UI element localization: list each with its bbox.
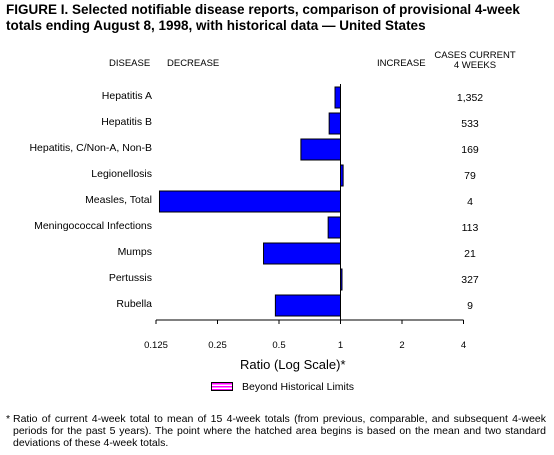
header-cases: CASES CURRENT 4 WEEKS <box>425 51 525 71</box>
disease-label: Meningococcal Infections <box>34 220 152 232</box>
bar <box>263 242 341 265</box>
footnote-text: Ratio of current 4-week total to mean of… <box>13 413 546 449</box>
disease-label: Rubella <box>116 298 152 310</box>
bar <box>300 138 341 161</box>
x-tick-label: 0.125 <box>144 340 168 351</box>
disease-label: Hepatitis, C/Non-A, Non-B <box>29 142 152 154</box>
header-disease: DISEASE <box>109 58 151 69</box>
footnote-mark: * <box>6 413 11 425</box>
case-count: 533 <box>461 118 479 130</box>
header-increase: INCREASE <box>377 58 426 69</box>
x-tick-label: 2 <box>399 340 404 351</box>
bar <box>334 86 342 109</box>
x-axis-label: Ratio (Log Scale)* <box>240 357 346 372</box>
bar <box>327 216 341 239</box>
case-count: 9 <box>467 300 473 312</box>
case-count: 113 <box>461 222 479 234</box>
x-tick-label: 0.25 <box>208 340 227 351</box>
header-cases-line1: CASES CURRENT <box>434 50 516 61</box>
case-count: 79 <box>464 170 476 182</box>
disease-label: Mumps <box>117 246 152 258</box>
disease-label: Hepatitis A <box>101 90 152 102</box>
case-count: 169 <box>461 144 479 156</box>
disease-label: Hepatitis B <box>101 116 152 128</box>
x-tick-label: 4 <box>461 340 466 351</box>
legend-label: Beyond Historical Limits <box>242 381 355 393</box>
x-tick-label: 0.5 <box>272 340 285 351</box>
chart-title: FIGURE I. Selected notifiable disease re… <box>6 2 520 33</box>
case-count: 4 <box>467 196 473 208</box>
disease-label: Pertussis <box>108 272 152 284</box>
header-cases-line2: 4 WEEKS <box>453 60 497 71</box>
case-count: 327 <box>461 274 479 286</box>
case-count: 1,352 <box>456 92 484 104</box>
disease-label: Legionellosis <box>91 168 152 180</box>
footnote: * Ratio of current 4-week total to mean … <box>6 413 546 449</box>
header-decrease: DECREASE <box>167 58 220 69</box>
case-count: 21 <box>464 248 476 260</box>
bar <box>328 112 342 135</box>
legend-hatched-swatch <box>211 382 233 391</box>
bar <box>158 190 341 213</box>
disease-label: Measles, Total <box>85 194 152 206</box>
bar <box>274 294 342 317</box>
x-tick-label: 1 <box>338 340 343 351</box>
